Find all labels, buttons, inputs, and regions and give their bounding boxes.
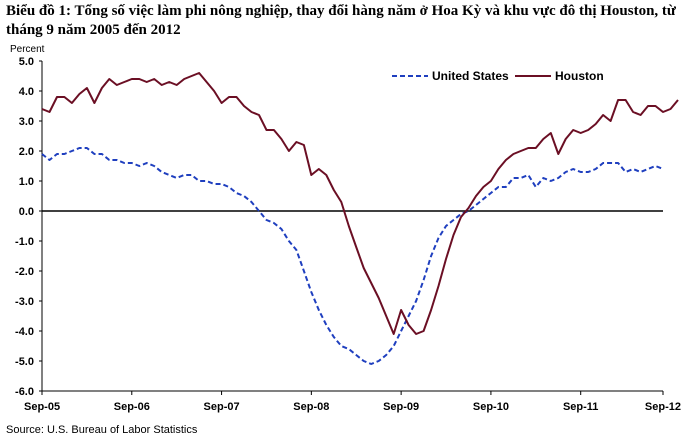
y-tick-label: -3.0 xyxy=(15,296,34,308)
series-lines xyxy=(41,72,679,365)
y-tick-label: 2.0 xyxy=(19,146,34,158)
x-tick-label: Sep-09 xyxy=(383,401,419,413)
y-axis-label: Percent xyxy=(10,44,45,55)
y-tick-label: 3.0 xyxy=(19,116,34,128)
y-tick-label: -2.0 xyxy=(15,266,34,278)
x-tick-label: Sep-06 xyxy=(114,401,150,413)
y-tick-label: 1.0 xyxy=(19,176,34,188)
series-line-united-states xyxy=(41,147,664,365)
y-tick-label: 0.0 xyxy=(19,206,34,218)
legend-label: United States xyxy=(432,69,509,83)
legend-label: Houston xyxy=(555,69,604,83)
source-note: Source: U.S. Bureau of Labor Statistics xyxy=(6,424,198,436)
x-tick-label: Sep-07 xyxy=(204,401,240,413)
plot-frame xyxy=(41,61,663,392)
x-tick-labels: Sep-05 Sep-06 Sep-07 Sep-08 Sep-09 Sep-10 Sep-… xyxy=(24,391,681,413)
y-tick-labels: 5.0 4.0 3.0 2.0 1.0 0.0 -1.0 -2.0 -3.0 -4.0 -5.0 -6… xyxy=(15,56,42,398)
y-tick-label: 5.0 xyxy=(19,56,34,68)
x-tick-label: Sep-05 xyxy=(24,401,60,413)
y-tick-label: -6.0 xyxy=(15,386,34,398)
x-tick-label: Sep-10 xyxy=(473,401,509,413)
y-tick-label: -1.0 xyxy=(15,236,34,248)
x-tick-label: Sep-08 xyxy=(293,401,329,413)
x-tick-label: Sep-11 xyxy=(563,401,598,413)
y-tick-label: 4.0 xyxy=(19,86,34,98)
legend: United States Houston xyxy=(392,69,604,83)
y-tick-label: -4.0 xyxy=(15,326,34,338)
x-tick-label: Sep-12 xyxy=(645,401,681,413)
y-tick-label: -5.0 xyxy=(15,356,34,368)
series-line-houston xyxy=(41,72,679,335)
chart-title: Biểu đồ 1: Tổng số việc làm phi nông ngh… xyxy=(6,3,676,38)
